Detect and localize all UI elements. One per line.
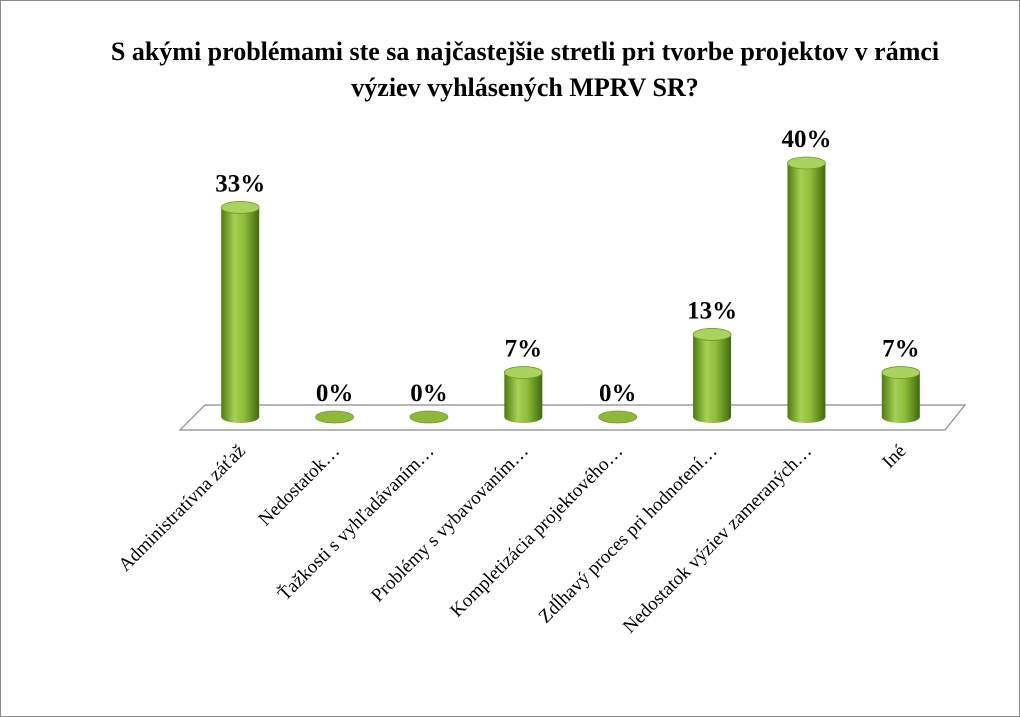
bar-body (693, 334, 732, 417)
bar-body (504, 372, 543, 417)
x-tick-label: Nedostatok výziev zameraných… (619, 441, 816, 638)
bar-top (409, 410, 449, 424)
x-tick-label: Zdĺhavý proces pri hodnotení… (534, 440, 722, 628)
bar-bottom (221, 411, 260, 423)
x-tick-label: Iné (878, 441, 910, 473)
value-label: 7% (882, 336, 920, 363)
x-tick-label: Ťažkosti s vyhľadávaním… (273, 440, 438, 605)
value-label: 0% (410, 380, 448, 407)
bar-top (503, 366, 543, 379)
bar-bottom (693, 411, 732, 423)
x-tick-label: Problémy s vybavovaním… (367, 441, 533, 607)
bar-top (598, 410, 638, 424)
bar-top (881, 366, 921, 379)
value-label: 0% (316, 380, 354, 407)
bar-bottom (504, 411, 543, 423)
x-tick-label: Kompletizácia projektového… (446, 441, 627, 622)
bar-body (787, 163, 826, 417)
value-label: 40% (781, 126, 831, 153)
bar-top (787, 156, 826, 170)
bar-bottom (881, 411, 920, 423)
value-label: 0% (599, 380, 637, 407)
bar-top (315, 410, 354, 424)
x-tick-label: Administratívna záťaž (115, 441, 250, 576)
bar-top (692, 328, 732, 341)
value-label: 7% (505, 336, 543, 363)
bar-bottom (787, 411, 826, 423)
bar-body (221, 207, 260, 417)
x-tick-label: Nedostatok… (255, 441, 344, 530)
bar-body (881, 372, 920, 417)
value-label: 33% (215, 170, 265, 197)
bar-top (220, 201, 260, 214)
floor (178, 404, 967, 431)
chart-title: S akými problémami ste sa najčastejšie s… (110, 37, 940, 102)
value-label: 13% (687, 297, 737, 324)
